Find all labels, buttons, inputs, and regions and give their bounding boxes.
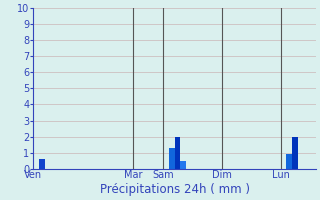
Bar — [169, 148, 175, 169]
Bar — [39, 159, 45, 169]
Bar — [292, 137, 298, 169]
Bar — [286, 154, 292, 169]
X-axis label: Précipitations 24h ( mm ): Précipitations 24h ( mm ) — [100, 183, 250, 196]
Bar — [180, 161, 186, 169]
Bar — [175, 137, 180, 169]
